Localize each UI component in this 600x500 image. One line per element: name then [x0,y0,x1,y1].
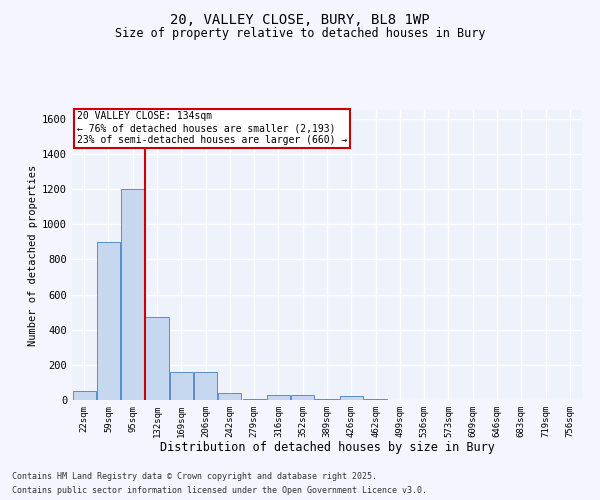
Bar [145,318,169,400]
Bar [291,394,314,400]
Text: 20, VALLEY CLOSE, BURY, BL8 1WP: 20, VALLEY CLOSE, BURY, BL8 1WP [170,12,430,26]
Y-axis label: Number of detached properties: Number of detached properties [28,164,38,346]
Bar [218,393,241,400]
Bar [121,189,144,400]
Text: Contains public sector information licensed under the Open Government Licence v3: Contains public sector information licen… [12,486,427,495]
Bar [267,394,290,400]
Bar [194,372,217,400]
Bar [170,372,193,400]
Bar [73,391,95,400]
Bar [97,242,120,400]
Bar [364,399,387,400]
Text: 20 VALLEY CLOSE: 134sqm
← 76% of detached houses are smaller (2,193)
23% of semi: 20 VALLEY CLOSE: 134sqm ← 76% of detache… [77,112,347,144]
Bar [242,399,266,400]
Bar [316,399,338,400]
Bar [340,396,363,400]
X-axis label: Distribution of detached houses by size in Bury: Distribution of detached houses by size … [160,442,494,454]
Text: Contains HM Land Registry data © Crown copyright and database right 2025.: Contains HM Land Registry data © Crown c… [12,472,377,481]
Text: Size of property relative to detached houses in Bury: Size of property relative to detached ho… [115,28,485,40]
